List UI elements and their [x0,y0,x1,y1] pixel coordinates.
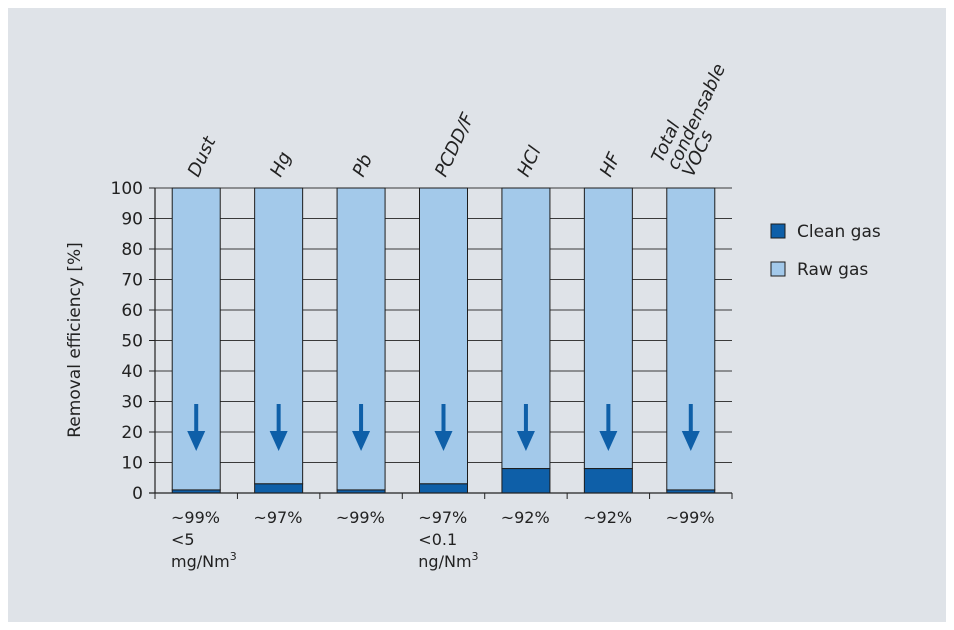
down-arrow-icon [352,404,371,451]
category-label-line: Dust [184,133,221,181]
bar-clean-gas [501,468,551,494]
y-tick-label: 30 [121,393,143,413]
category-label: Hg [266,149,296,181]
category-label: Pb [349,151,377,180]
efficiency-note: mg/Nm3 [171,550,237,571]
efficiency-note: ~92% [583,508,632,527]
y-tick-label: 80 [121,240,143,260]
arrow-head [516,431,535,451]
efficiency-note: ~99% [666,508,715,527]
efficiency-note: ~99% [171,508,220,527]
category-label-line: Hg [266,149,296,181]
arrow-head [269,431,288,451]
category-label-line: HCl [513,143,545,180]
efficiency-note: ng/Nm3 [418,550,478,571]
efficiency-note: ~92% [501,508,550,527]
efficiency-note: <0.1 [418,530,457,549]
arrow-head [681,431,700,451]
down-arrow-icon [681,404,700,451]
legend-swatch [770,261,786,277]
category-label: HF [596,149,625,180]
efficiency-note: ~97% [253,508,302,527]
down-arrow-icon [516,404,535,451]
efficiency-note: <5 [171,530,195,549]
y-axis-label: Removal efficiency [%] [65,242,85,438]
arrow-head [599,431,618,451]
y-tick-label: 70 [121,271,143,291]
down-arrow-icon [434,404,453,451]
category-label: PCDD/F [431,109,479,180]
down-arrow-icon [599,404,618,451]
axes: 0 10 20 30 40 50 60 70 80 90 100 [111,179,733,504]
category-label-line: PCDD/F [431,109,479,180]
bar-clean-gas [254,483,304,494]
category-label: HCl [513,143,545,180]
y-tick-label: 100 [111,179,143,199]
category-label: Dust [184,133,221,181]
chart-panel [8,8,946,622]
legend: Clean gas Raw gas [770,222,881,280]
arrow-head [352,431,371,451]
bars: Dust ~99% <5mg/Nm3 Hg ~97% Pb ~99% PCDD/F ~97% <0… [171,61,730,571]
efficiency-note: ~97% [418,508,467,527]
down-arrow-icon [187,404,206,451]
y-tick-label: 0 [132,484,143,504]
y-tick-label: 50 [121,332,143,352]
y-tick-label: 40 [121,362,143,382]
y-tick-label: 90 [121,210,143,230]
y-tick-label: 20 [121,423,143,443]
category-label-line: Pb [349,151,377,180]
bar-clean-gas [583,468,633,494]
legend-label: Raw gas [797,260,868,280]
legend-label: Clean gas [797,222,881,242]
y-tick-label: 60 [121,301,143,321]
arrow-head [187,431,206,451]
legend-swatch [770,223,786,239]
arrow-head [434,431,453,451]
down-arrow-icon [269,404,288,451]
bar-clean-gas [419,483,468,494]
efficiency-note: ~99% [336,508,385,527]
y-tick-label: 10 [121,454,143,474]
category-label-line: HF [596,149,625,180]
